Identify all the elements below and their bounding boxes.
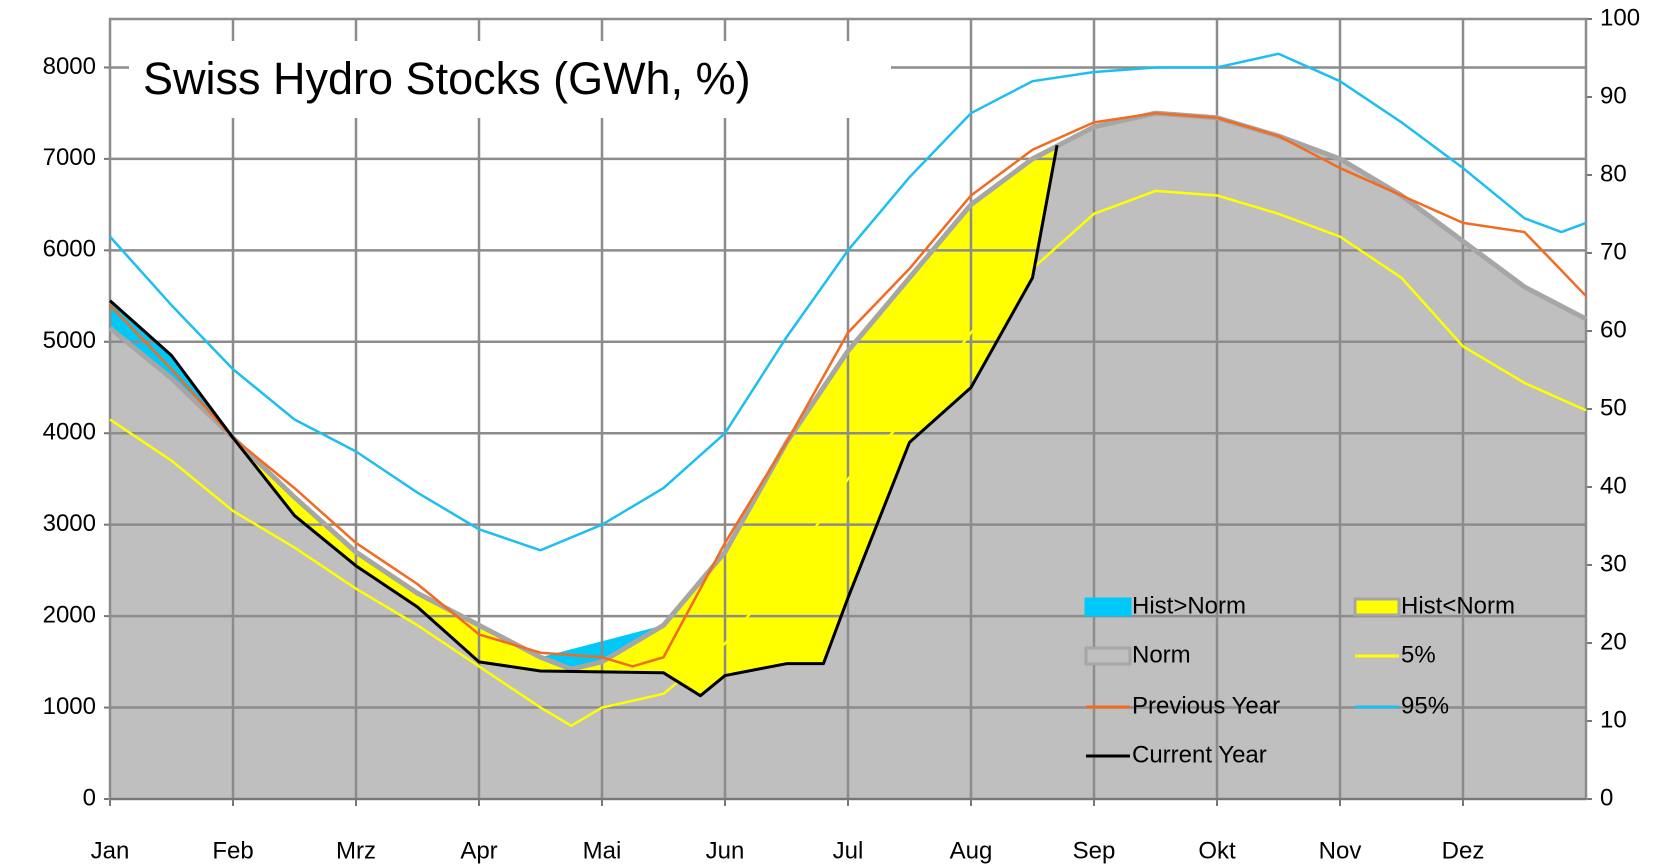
x-tick-label: Apr (460, 837, 497, 864)
legend-label: Current Year (1132, 741, 1267, 768)
y-tick-label: 8000 (43, 53, 96, 80)
y2-tick-label: 80 (1600, 160, 1627, 187)
legend-swatch (1084, 646, 1132, 666)
y2-tick-label: 100 (1600, 4, 1640, 31)
legend-label: 95% (1401, 692, 1449, 719)
y-tick-label: 3000 (43, 510, 96, 537)
y-tick-label: 4000 (43, 419, 96, 446)
x-tick-label: Jan (91, 837, 130, 864)
legend-swatch (1084, 597, 1132, 617)
y-tick-label: 2000 (43, 601, 96, 628)
y-tick-label: 7000 (43, 144, 96, 171)
legend-label: Hist>Norm (1132, 592, 1246, 619)
chart-title: Swiss Hydro Stocks (GWh, %) (143, 53, 751, 104)
legend-label: Hist<Norm (1401, 592, 1515, 619)
legend-label: Previous Year (1132, 692, 1280, 719)
y2-tick-label: 20 (1600, 628, 1627, 655)
title-box (129, 41, 891, 118)
x-tick-label: Nov (1319, 837, 1362, 864)
y-tick-label: 1000 (43, 693, 96, 720)
legend-swatch (1353, 597, 1401, 617)
legend-label: 5% (1401, 641, 1436, 668)
x-tick-label: Jun (706, 837, 745, 864)
y2-tick-label: 40 (1600, 472, 1627, 499)
series-line (109, 52, 1587, 552)
legend-label: Norm (1132, 641, 1191, 668)
series-line (109, 111, 1587, 668)
y-tick-label: 0 (83, 784, 96, 811)
y2-tick-label: 70 (1600, 238, 1627, 265)
series-line (109, 189, 1587, 728)
x-tick-label: Jul (833, 837, 864, 864)
x-tick-label: Okt (1198, 837, 1236, 864)
norm-line (108, 110, 1588, 672)
y-tick-label: 5000 (43, 327, 96, 354)
y2-tick-label: 0 (1600, 784, 1613, 811)
x-tick-label: Aug (950, 837, 993, 864)
x-tick-label: Dez (1442, 837, 1485, 864)
y2-tick-label: 50 (1600, 394, 1627, 421)
y2-tick-label: 60 (1600, 316, 1627, 343)
y2-tick-label: 30 (1600, 550, 1627, 577)
series-line (109, 144, 1059, 698)
y-tick-label: 6000 (43, 236, 96, 263)
y2-tick-label: 90 (1600, 82, 1627, 109)
x-tick-label: Mai (583, 837, 622, 864)
x-tick-label: Mrz (336, 837, 376, 864)
y2-tick-label: 10 (1600, 706, 1627, 733)
x-tick-label: Feb (212, 837, 253, 864)
x-tick-label: Sep (1073, 837, 1116, 864)
